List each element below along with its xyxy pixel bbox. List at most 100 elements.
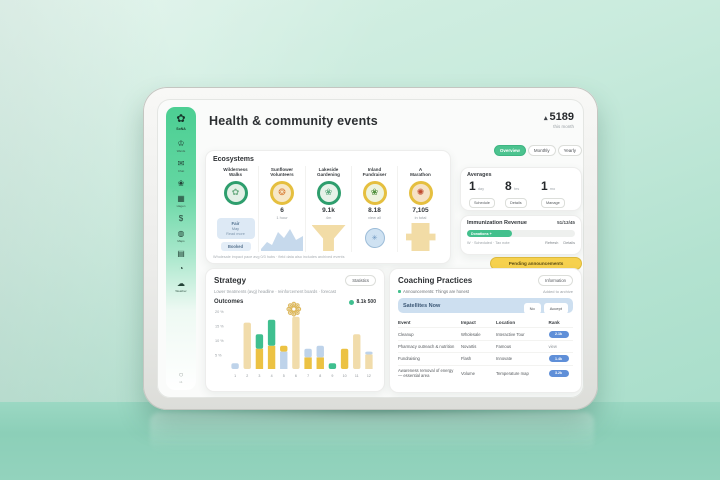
cell-event: Cleanup <box>398 331 414 337</box>
table-row[interactable]: Cleanup Wholesale Interactive Tour 2.1k <box>398 327 573 340</box>
bar-segment[interactable] <box>292 316 300 369</box>
x-tick-label: 6 <box>295 374 297 378</box>
area-sparkline <box>261 229 303 251</box>
cell-impact: Volume <box>461 370 475 376</box>
sidebar-item-clock[interactable]: ◔ <box>179 264 184 273</box>
bar-segment[interactable] <box>231 363 239 369</box>
table-row[interactable]: Fundraising Flash Innovate 1.4k <box>398 351 573 365</box>
information-button[interactable]: Information <box>538 275 573 286</box>
x-tick-label: 3 <box>258 374 260 378</box>
x-tick-label: 8 <box>319 374 321 378</box>
bar-segment[interactable] <box>340 348 349 369</box>
segmented-option-monthly[interactable]: Monthly <box>527 145 556 156</box>
cell-impact: Wholesale <box>461 331 481 337</box>
sidebar-item-globe[interactable]: ◍ Maps <box>177 229 184 243</box>
funnel-shape <box>311 225 346 251</box>
sidebar-item-label: Chat <box>177 169 185 173</box>
bar-segment[interactable] <box>353 334 361 369</box>
rank-link[interactable]: view <box>548 343 557 349</box>
event-badge-icon: ✺ <box>408 180 433 205</box>
segmented-option-overview[interactable]: Overview <box>493 145 526 156</box>
average-action-button[interactable]: Schedule <box>469 198 495 208</box>
sidebar-item-crown[interactable]: ♔ Wards <box>177 139 186 153</box>
column-header-rank: Rank <box>548 319 560 325</box>
cell-location: Innovate <box>496 356 513 362</box>
coaching-card: Coaching Practices Information Announcem… <box>389 268 582 393</box>
revenue-link-details[interactable]: Details <box>563 241 575 245</box>
rank-badge[interactable]: 1.4k <box>548 355 569 363</box>
column-header-event: Event <box>398 319 411 325</box>
sidebar-item-mail[interactable]: ✉ Chat <box>178 159 185 173</box>
event-value: 8.18 <box>368 206 381 214</box>
banner-button-accept[interactable]: Accept <box>543 302 568 314</box>
bar-segment[interactable] <box>365 351 373 355</box>
bar-segment[interactable] <box>280 345 288 352</box>
average-item-3: 1 mo Manage <box>539 180 575 208</box>
bar-segment[interactable] <box>316 345 324 358</box>
sidebar-item-folder[interactable]: ▤ <box>177 249 185 258</box>
average-unit: hrs <box>513 186 520 191</box>
average-action-button[interactable]: Details <box>505 198 527 208</box>
strategy-card: Strategy Statistics Lower treatments (av… <box>205 268 385 392</box>
bar-segment[interactable] <box>304 357 312 369</box>
info-line: Read more <box>226 232 245 236</box>
bar-segment[interactable] <box>267 345 276 369</box>
statistics-button[interactable]: Statistics <box>345 275 376 286</box>
banner-button-no[interactable]: No <box>523 302 541 314</box>
revenue-link-refresh[interactable]: Refresh <box>545 241 559 245</box>
calendar-icon: ▦ <box>177 194 185 203</box>
strategy-subtitle: Lower treatments (avg) headline · reinfo… <box>214 289 336 294</box>
revenue-progress-track: Donations + <box>467 230 575 237</box>
rank-badge[interactable]: 3.2k <box>548 369 569 377</box>
sidebar-item-leaf[interactable]: ❀ <box>178 179 185 188</box>
bar-segment[interactable] <box>243 322 251 369</box>
sidebar-item-dollar[interactable]: $ <box>179 214 183 223</box>
dollar-icon: $ <box>178 214 184 223</box>
event-badge-icon: ❀ <box>316 180 341 205</box>
averages-title: Averages <box>467 172 492 178</box>
bar-segment[interactable] <box>267 319 276 346</box>
cell-location: Temperature map <box>496 370 529 376</box>
booked-chip[interactable]: Booked <box>220 242 251 251</box>
sidebar-item-label: Hagen <box>176 204 186 208</box>
cell-location: Famous <box>496 343 512 349</box>
event-badge-icon: ✿ <box>223 180 248 205</box>
bar-segment[interactable] <box>280 351 288 369</box>
x-tick-label: 4 <box>271 374 273 378</box>
rank-badge[interactable]: 2.1k <box>548 330 569 338</box>
app-logo[interactable]: ✿ SoNA <box>176 113 186 132</box>
bar-segment[interactable] <box>365 354 373 370</box>
column-header-impact: Impact <box>461 319 476 325</box>
sidebar-item-calendar[interactable]: ▦ Hagen <box>177 194 186 208</box>
sidebar-footer-label: v1 <box>179 380 183 384</box>
event-info-box[interactable]: Fair May Read more <box>216 218 255 239</box>
y-tick-label: 10 % <box>215 339 224 343</box>
trend-up-icon: ▴ <box>544 115 548 122</box>
globe-icon: ◍ <box>177 229 185 238</box>
cell-event: Fundraising <box>398 356 420 362</box>
average-value: 1 day <box>469 179 485 193</box>
sidebar-item-cloud[interactable]: ☁ Weather <box>175 279 186 293</box>
segmented-option-yearly[interactable]: Yearly <box>557 145 582 156</box>
bar-segment[interactable] <box>316 357 324 369</box>
bar-segment[interactable] <box>304 348 312 358</box>
tablet-frame: ✿ SoNA ♔ Wards ✉ Chat ❀ ▦ Hagen $ ◍ Maps ▤ ◔ ☁ Weathe… <box>143 87 598 410</box>
logo-icon: ✿ <box>176 113 186 125</box>
event-mini-viz: ✳ <box>354 228 395 251</box>
strategy-title: Strategy <box>214 276 247 285</box>
floor <box>0 402 720 480</box>
cross-shape <box>405 223 436 251</box>
logo-label: SoNA <box>176 127 186 131</box>
bar-segment[interactable] <box>255 334 264 349</box>
table-row[interactable]: Awareness removal of energy — essential … <box>398 364 573 381</box>
x-tick-label: 10 <box>343 374 347 378</box>
sidebar-footer-settings[interactable]: ○ v1 <box>179 370 184 384</box>
x-tick-label: 2 <box>246 374 248 378</box>
table-row[interactable]: Pharmacy outreach & nutrition Novartis Fam… <box>398 340 573 351</box>
bar-segment[interactable] <box>255 348 264 369</box>
cell-event: Awareness removal of energy — essential … <box>398 368 454 379</box>
event-column-title: Fundraiser <box>362 172 387 178</box>
event-column-title: Wilderness <box>223 167 248 172</box>
average-action-button[interactable]: Manage <box>541 198 565 208</box>
bar-segment[interactable] <box>328 363 337 369</box>
